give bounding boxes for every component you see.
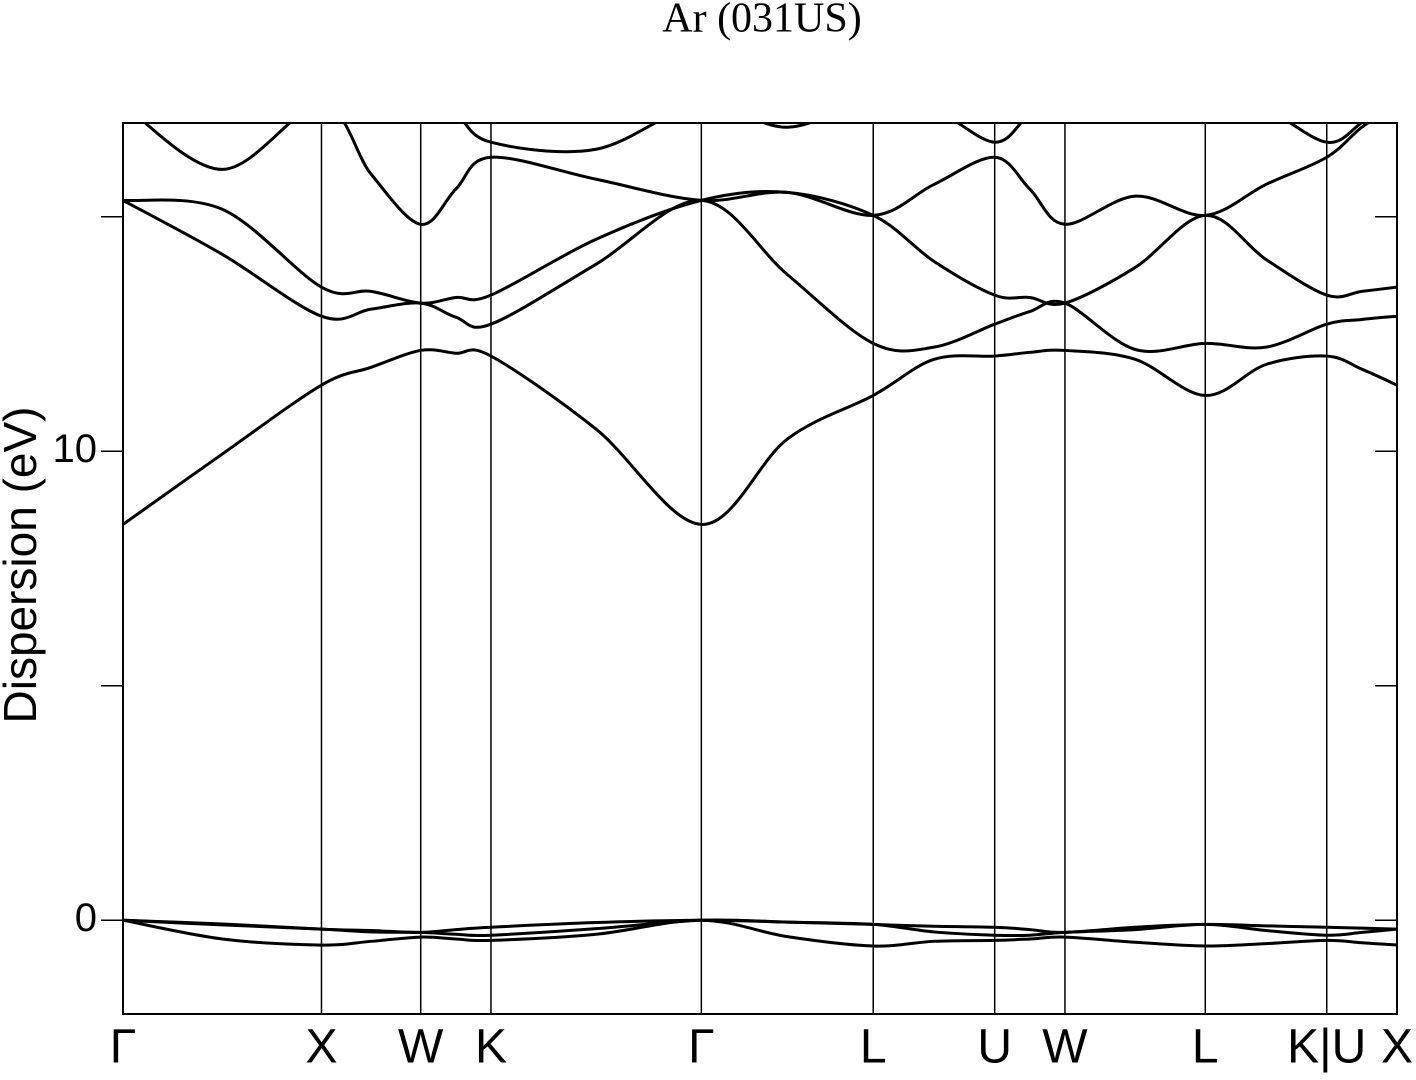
y-tick-label: 10	[53, 427, 98, 471]
plot-frame	[122, 122, 1398, 1015]
x-tick-label: Γ	[110, 1021, 136, 1074]
x-tick-label: X	[305, 1021, 337, 1074]
band-line	[123, 348, 1397, 526]
band-line	[123, 198, 1397, 353]
y-axis-label: Dispersion (eV)	[0, 407, 46, 724]
grid	[122, 123, 1398, 1014]
chart-title: Ar (031US)	[662, 0, 861, 42]
band-line	[143, 123, 1371, 226]
x-tick-label: K|U	[1287, 1021, 1366, 1074]
band-line	[123, 918, 1397, 934]
band-line	[123, 190, 1397, 306]
y-tick-label: 0	[75, 896, 97, 940]
x-tick-label: K	[475, 1021, 507, 1074]
bands	[123, 123, 1397, 948]
x-tick-label: X	[1381, 1021, 1413, 1074]
band-line	[123, 918, 1397, 948]
x-tick-label: W	[1042, 1021, 1088, 1074]
x-tick-label: W	[398, 1021, 444, 1074]
x-tick-label: Γ	[688, 1021, 714, 1074]
x-tick-label: L	[860, 1021, 887, 1074]
x-tick-label: L	[1192, 1021, 1219, 1074]
x-tick-label: U	[977, 1021, 1012, 1074]
